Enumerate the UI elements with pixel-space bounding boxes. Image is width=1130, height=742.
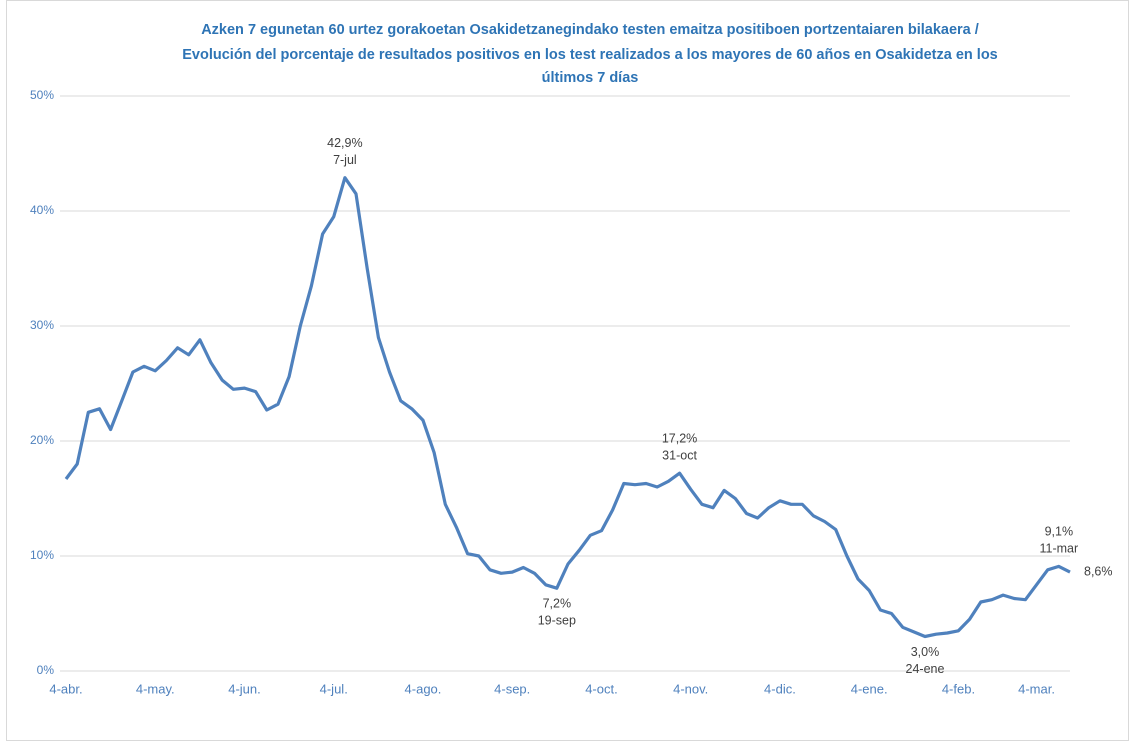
y-tick-label: 20% <box>30 433 54 447</box>
data-label: 8,6% <box>1084 564 1113 578</box>
y-tick-label: 50% <box>30 88 54 102</box>
x-tick-label: 4-ago. <box>405 681 442 696</box>
chart-frame <box>6 0 1129 741</box>
x-tick-label: 4-jul. <box>320 681 348 696</box>
data-label-date: 24-ene <box>906 662 945 676</box>
x-tick-label: 4-feb. <box>942 681 975 696</box>
x-tick-label: 4-jun. <box>228 681 261 696</box>
y-tick-label: 10% <box>30 548 54 562</box>
chart-title: Evolución del porcentaje de resultados p… <box>182 47 998 63</box>
data-label: 7,2% <box>543 596 572 610</box>
x-tick-label: 4-nov. <box>673 681 708 696</box>
x-tick-label: 4-abr. <box>49 681 82 696</box>
x-tick-label: 4-dic. <box>764 681 796 696</box>
chart-title: Azken 7 egunetan 60 urtez gorakoetan Osa… <box>201 22 979 38</box>
x-tick-label: 4-mar. <box>1018 681 1055 696</box>
data-label: 17,2% <box>662 431 697 445</box>
y-tick-label: 30% <box>30 318 54 332</box>
x-tick-label: 4-oct. <box>585 681 618 696</box>
x-tick-label: 4-ene. <box>851 681 888 696</box>
y-tick-label: 40% <box>30 203 54 217</box>
series-line <box>64 176 1071 639</box>
y-tick-label: 0% <box>37 663 55 677</box>
data-label: 42,9% <box>327 136 362 150</box>
x-tick-label: 4-sep. <box>494 681 530 696</box>
data-label: 9,1% <box>1045 525 1074 539</box>
x-tick-label: 4-may. <box>136 681 175 696</box>
data-label-date: 11-mar <box>1040 542 1079 556</box>
data-label: 3,0% <box>911 645 940 659</box>
data-label-date: 7-jul <box>333 153 357 167</box>
data-label-date: 19-sep <box>538 613 576 627</box>
data-label-date: 31-oct <box>662 448 697 462</box>
chart-title: últimos 7 días <box>542 70 639 86</box>
